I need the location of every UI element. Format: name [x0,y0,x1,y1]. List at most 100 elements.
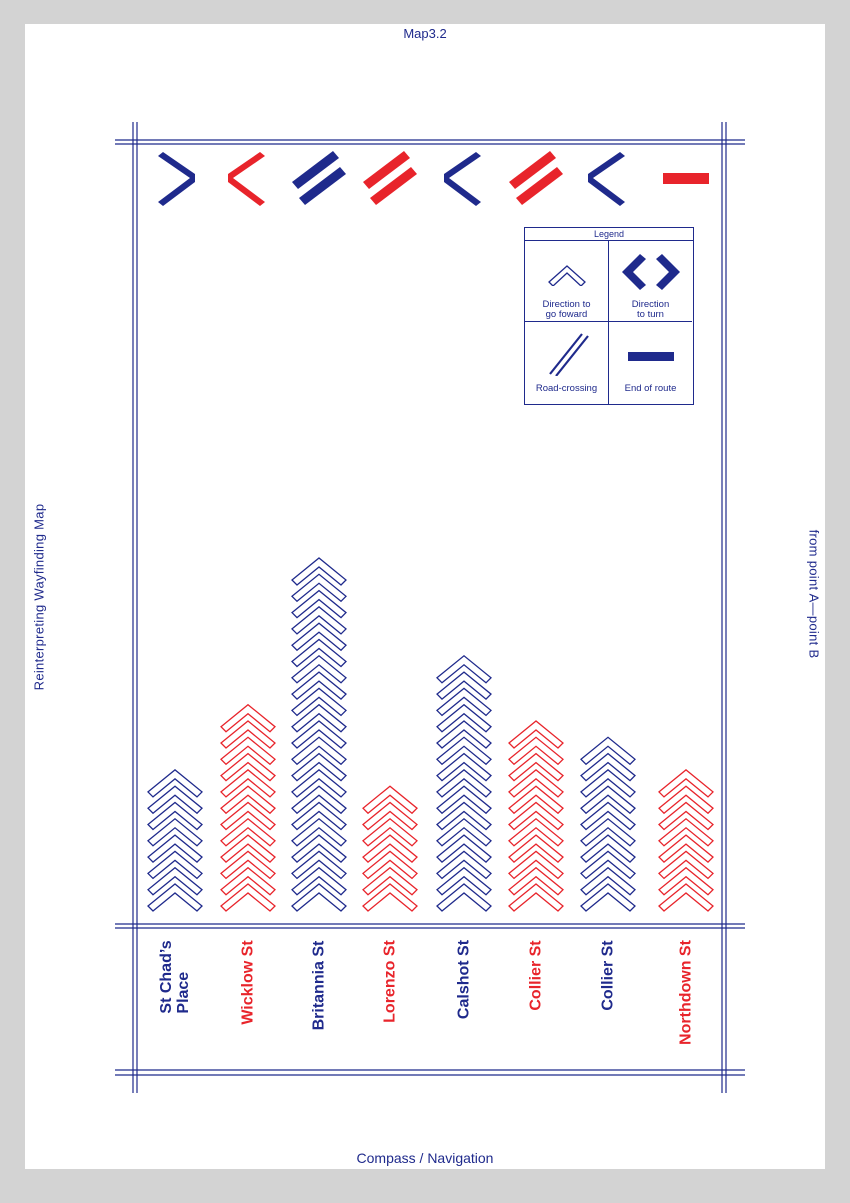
forward-chevron-icon [291,785,347,815]
forward-chevron-icon [658,866,714,896]
forward-chevron-icon [580,752,636,782]
forward-chevron-icon [220,720,276,749]
street-label: Calshot St [455,939,473,1020]
forward-chevron-icon [291,654,347,684]
forward-chevron-icon [291,883,347,912]
forward-chevron-icon [362,866,418,896]
turn-chevrons-icon [621,254,680,290]
forward-chevron-icon [436,687,492,717]
forward-chevron-icon [291,703,347,733]
forward-chevron-icon [658,817,714,847]
forward-chevron-icon [508,883,564,912]
street-label: Northdown St [677,940,695,1045]
forward-chevron-icon [362,785,418,815]
forward-chevron-icon [291,752,347,782]
forward-chevron-icon [436,703,492,733]
forward-chevron-icon [658,834,714,863]
forward-chevron-icon [291,573,347,603]
forward-chevron-icon [580,769,636,798]
forward-chevron-icon [580,736,636,766]
forward-chevron-icon [508,785,564,815]
forward-chevron-icon [291,720,347,749]
forward-chevron-icon [508,866,564,896]
forward-chevron-icon [436,671,492,700]
forward-chevron-icon [220,736,276,766]
left-chevron-icon [228,152,265,206]
legend-end-label: End of route [624,383,677,394]
forward-chevron-icon [362,817,418,847]
forward-chevron-icon [147,866,203,896]
forward-chevron-icon [362,883,418,912]
road-crossing-bar-icon [370,167,417,205]
forward-chevron-icon [291,817,347,847]
forward-chevron-icon [580,850,636,880]
forward-chevron-icon [291,671,347,700]
forward-chevron-icon [436,720,492,749]
forward-chevron-icon [580,817,636,847]
forward-chevron-icon [291,801,347,831]
forward-chevron-icon [147,834,203,863]
forward-chevron-icon [580,866,636,896]
forward-chevron-icon [580,785,636,815]
forward-chevron-icon [508,736,564,766]
left-chevron-icon [444,152,481,206]
forward-chevron-icon [508,752,564,782]
page-title: Map3.2 [403,26,447,41]
forward-chevron-icon [220,817,276,847]
road-crossing-icon [548,333,589,376]
forward-chevron-icon [547,265,586,286]
forward-chevron-icon [436,866,492,896]
forward-chevron-icon [508,769,564,798]
road-crossing-bar-icon [292,151,339,189]
forward-chevron-icon [220,769,276,798]
street-label: St Chad’s Place [158,939,192,1014]
forward-chevron-icon [220,834,276,863]
street-label: Collier St [527,939,545,1011]
forward-chevron-icon [147,883,203,912]
forward-chevron-icon [658,801,714,831]
forward-chevron-icon [436,736,492,766]
forward-chevron-icon [658,785,714,815]
road-crossing-bar-icon [363,151,410,189]
street-label: Lorenzo St [381,940,399,1023]
legend-item-turn: Direction to turn [609,240,692,322]
forward-chevron-icon [291,638,347,668]
road-crossing-bar-icon [516,167,563,205]
forward-chevron-icon [436,769,492,798]
forward-chevron-icon [220,801,276,831]
forward-chevron-icon [436,654,492,684]
forward-chevron-icon [508,720,564,749]
forward-chevron-icon [436,785,492,815]
forward-chevron-icon [220,883,276,912]
forward-chevron-icon [147,817,203,847]
page-footer-title: Compass / Navigation [356,1150,494,1166]
forward-chevron-icon [291,606,347,635]
forward-chevron-icon [436,834,492,863]
forward-chevron-icon [291,687,347,717]
forward-chevron-icon [291,736,347,766]
forward-chevron-icon [220,752,276,782]
legend: Legend Direction to go foward Direction … [524,227,694,405]
forward-chevron-icon [508,801,564,831]
forward-chevron-icon [658,850,714,880]
forward-chevron-icon [291,834,347,863]
forward-chevron-icon [436,752,492,782]
end-of-route-icon [627,352,674,361]
forward-chevron-icon [658,883,714,912]
forward-chevron-icon [362,834,418,863]
forward-chevron-icon [436,801,492,831]
forward-chevron-icon [580,801,636,831]
forward-chevron-icon [291,850,347,880]
legend-title: Legend [525,228,693,241]
legend-item-end: End of route [609,322,692,404]
forward-chevron-icon [220,703,276,733]
forward-chevron-icon [658,769,714,798]
legend-crossing-label: Road-crossing [535,383,598,394]
forward-chevron-icon [508,834,564,863]
road-crossing-bar-icon [299,167,346,205]
forward-chevron-icon [508,817,564,847]
forward-chevron-icon [291,769,347,798]
forward-chevron-icon [147,769,203,798]
right-chevron-icon [158,152,195,206]
